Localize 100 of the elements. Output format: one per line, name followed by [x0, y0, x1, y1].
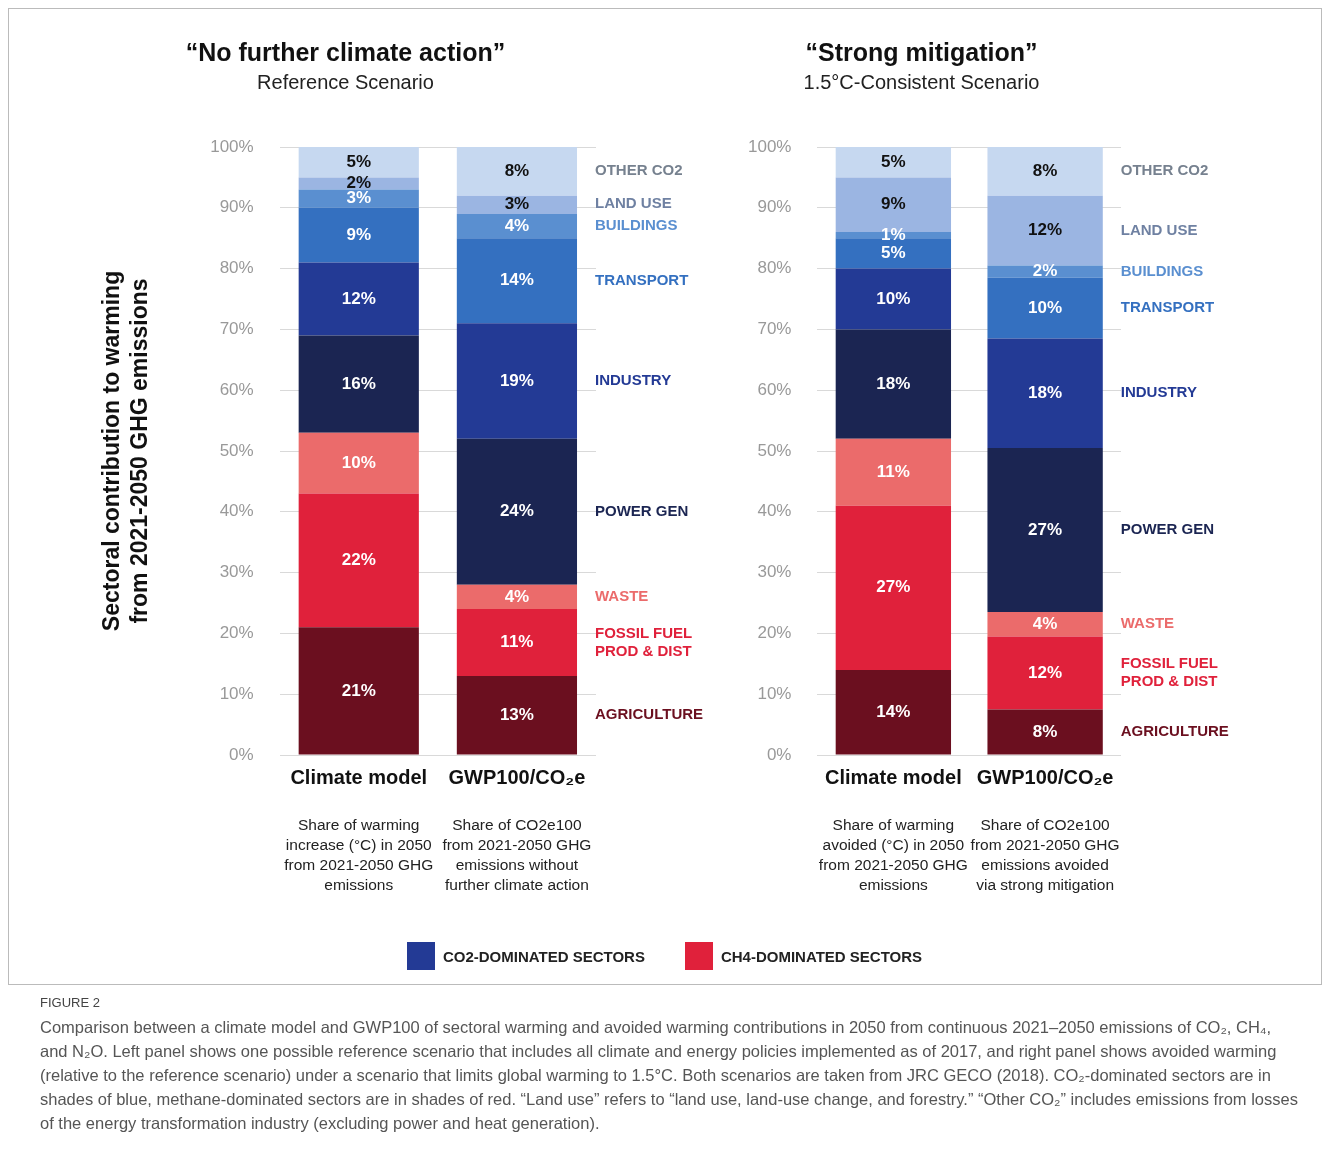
x-tick-label: Climate model — [825, 765, 962, 788]
bar — [987, 195, 1103, 266]
bar — [987, 612, 1103, 637]
series-label: OTHER CO2 — [1120, 161, 1209, 179]
bar — [835, 147, 952, 178]
bar — [835, 268, 952, 330]
bar — [987, 636, 1103, 710]
y-tick-label: 80% — [219, 258, 254, 278]
data-label: 3% — [504, 194, 530, 214]
data-label: 27% — [1028, 519, 1063, 539]
bar — [456, 147, 578, 196]
data-label: 3% — [346, 188, 372, 208]
bar — [456, 438, 578, 585]
data-label: 24% — [499, 501, 534, 521]
series-label: AGRICULTURE — [595, 705, 704, 723]
series-label: POWER GEN — [1120, 520, 1215, 538]
chart-title: “No further climate action” — [185, 37, 506, 66]
y-tick-label: 50% — [219, 440, 254, 460]
y-tick-label: 90% — [219, 197, 254, 217]
bar — [987, 277, 1103, 339]
data-label: 14% — [499, 270, 534, 290]
series-label: POWER GEN — [595, 501, 689, 519]
bar — [298, 432, 419, 494]
text: Comparison between a climate model and GWP100 of sectoral warming and avoided warming contributions in 2050 from continuous 2021–2050 emissions of CO₂, CH₄, and N₂O. Left panel shows one possible reference scenario that includes all climate and energy policies implemented as of 2017, and right panel shows avoided warming (relative to the reference scenario) under a scenario that limits global warming to 1.5°C. Both scenarios are taken from JRC GECO (2018). CO₂-dominated sectors are in shades of blue, methane-dominated sectors are in shades of red. “Land use” refers to “land use, land-use change, and forestry.” “Other CO₂” includes emissions from losses of the energy transformation industry (excluding power and heat generation). — [40, 1017, 1299, 1134]
bar — [987, 338, 1103, 448]
data-label: 5% — [346, 151, 372, 171]
bar — [835, 238, 952, 269]
series-label: OTHER CO2 — [595, 161, 683, 179]
bar — [298, 147, 419, 178]
data-label: 8% — [1032, 161, 1058, 181]
data-label: 11% — [876, 461, 910, 481]
data-label: 5% — [881, 243, 906, 263]
bar — [298, 207, 419, 263]
y-tick-label: 0% — [229, 744, 254, 764]
series-label: INDUSTRY — [595, 371, 672, 389]
x-tick-label: Climate model — [290, 765, 428, 788]
data-label: 18% — [876, 373, 911, 393]
data-label: 19% — [499, 370, 534, 390]
data-label: 12% — [341, 288, 376, 308]
y-tick-label: 10% — [219, 683, 254, 703]
series-label: FOSSIL FUEL PROD & DIST — [1120, 654, 1219, 690]
y-tick-label: 60% — [219, 379, 254, 399]
series-label: AGRICULTURE — [1120, 722, 1229, 740]
data-label: 8% — [504, 161, 530, 181]
bar — [456, 323, 578, 439]
bar — [987, 709, 1103, 755]
data-label: 21% — [341, 680, 376, 700]
y-tick-label: 70% — [219, 319, 254, 339]
data-label: 9% — [346, 224, 372, 244]
bar — [835, 505, 952, 670]
bar — [835, 329, 952, 439]
bar — [987, 147, 1103, 196]
y-tick-label: 30% — [219, 562, 254, 582]
y-tick-label: 10% — [757, 683, 792, 703]
y-axis-title: Sectoral contribution to warming from 2021-2050 GHG emissions — [98, 270, 152, 632]
y-tick-label: 0% — [766, 744, 792, 764]
bar — [298, 335, 419, 433]
bar — [835, 669, 952, 755]
y-tick-label: 20% — [219, 623, 254, 643]
bar — [835, 438, 952, 506]
data-label: 13% — [499, 704, 534, 724]
series-label: TRANSPORT — [1120, 298, 1215, 316]
data-label: 4% — [504, 586, 530, 606]
caption: FIGURE 2 — [40, 995, 100, 1010]
bar — [298, 493, 419, 628]
series-label: LAND USE — [595, 194, 672, 212]
bar — [456, 238, 578, 324]
y-tick-label: 100% — [210, 136, 254, 156]
data-label: 1% — [881, 224, 906, 244]
data-label: 12% — [1028, 662, 1063, 682]
y-tick-label: 30% — [757, 562, 792, 582]
bar — [456, 609, 578, 676]
x-tick-label: GWP100/CO₂e — [448, 765, 586, 788]
chart-subtitle: Reference Scenario — [257, 70, 434, 93]
data-label: 16% — [341, 373, 376, 393]
bar — [298, 177, 419, 190]
data-label: 4% — [1032, 613, 1058, 633]
bar — [456, 213, 578, 239]
data-label: 4% — [504, 215, 530, 235]
data-label: 10% — [341, 452, 376, 472]
data-label: 27% — [876, 577, 911, 597]
y-tick-label: 50% — [757, 440, 792, 460]
text: Share of CO2e100 from 2021-2050 GHG emissions without further climate action — [441, 815, 592, 895]
bar — [456, 675, 578, 755]
data-label: 22% — [341, 550, 376, 570]
chart-title: “Strong mitigation” — [805, 37, 1038, 66]
bar — [456, 584, 578, 610]
text: Share of CO2e100 from 2021-2050 GHG emissions avoided via strong mitigation — [970, 815, 1121, 895]
series-label: BUILDINGS — [595, 216, 678, 234]
text: Share of warming increase (°C) in 2050 from 2021-2050 GHG emissions — [283, 815, 434, 895]
series-label: WASTE — [595, 587, 649, 605]
data-label: 12% — [1028, 220, 1063, 240]
text: CO2-DOMINATED SECTORS — [442, 947, 645, 965]
data-label: 5% — [881, 151, 906, 171]
x-tick-label: GWP100/CO₂e — [976, 765, 1114, 788]
y-tick-label: 90% — [757, 197, 792, 217]
data-label: 10% — [1028, 297, 1063, 317]
data-label: 14% — [876, 701, 911, 721]
y-tick-label: 40% — [219, 501, 254, 521]
data-label: 10% — [876, 288, 911, 308]
